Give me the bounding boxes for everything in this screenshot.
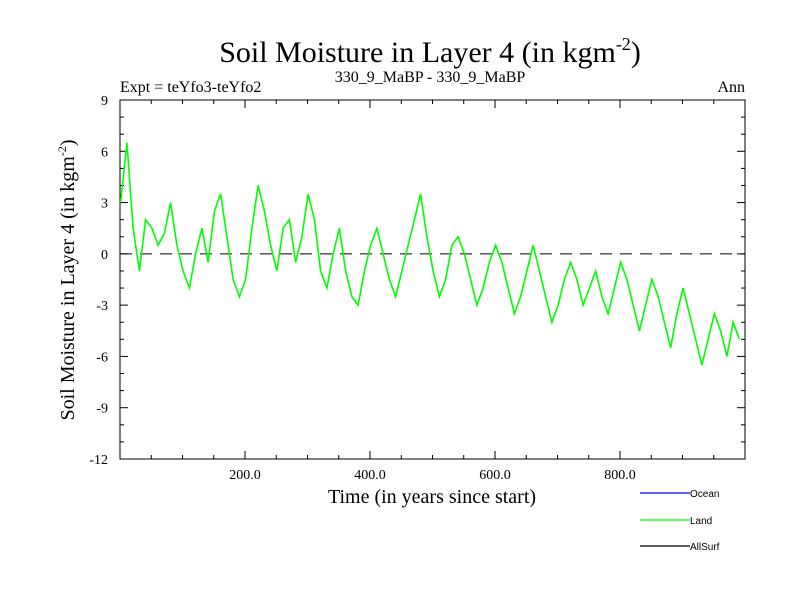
legend-label-ocean: Ocean bbox=[690, 489, 719, 500]
y-axis-label: Soil Moisture in Layer 4 (in kgm-2) bbox=[55, 139, 79, 420]
y-tick-label: 9 bbox=[101, 94, 108, 109]
x-tick-label: 200.0 bbox=[229, 468, 261, 483]
y-tick-label: -6 bbox=[96, 350, 108, 365]
y-tick-label: 3 bbox=[101, 197, 108, 212]
x-tick-label: 600.0 bbox=[479, 468, 511, 483]
legend-label-land: Land bbox=[690, 516, 712, 527]
y-tick-label: 0 bbox=[101, 248, 108, 263]
x-axis-label: Time (in years since start) bbox=[328, 486, 536, 508]
y-tick-label: -3 bbox=[96, 299, 108, 314]
y-tick-label: -9 bbox=[96, 402, 108, 417]
y-tick-label: -12 bbox=[89, 453, 108, 468]
subtitle-center: 330_9_MaBP - 330_9_MaBP bbox=[335, 69, 526, 86]
subtitle-right: Ann bbox=[717, 79, 745, 96]
legend-label-allsurf: AllSurf bbox=[690, 542, 720, 553]
y-tick-labels: 9 6 3 0 -3 -6 -9 -12 bbox=[89, 94, 108, 468]
series-line-land bbox=[119, 142, 741, 366]
chart-title: Soil Moisture in Layer 4 (in kgm-2) bbox=[219, 34, 641, 69]
legend: Ocean Land AllSurf bbox=[640, 489, 720, 553]
subtitle-left: Expt = teYfo3-teYfo2 bbox=[120, 79, 261, 96]
x-tick-label: 400.0 bbox=[354, 468, 386, 483]
series-layer bbox=[119, 142, 741, 366]
x-tick-labels: 200.0 400.0 600.0 800.0 bbox=[229, 468, 636, 483]
x-tick-label: 800.0 bbox=[604, 468, 636, 483]
y-tick-label: 6 bbox=[101, 145, 108, 160]
